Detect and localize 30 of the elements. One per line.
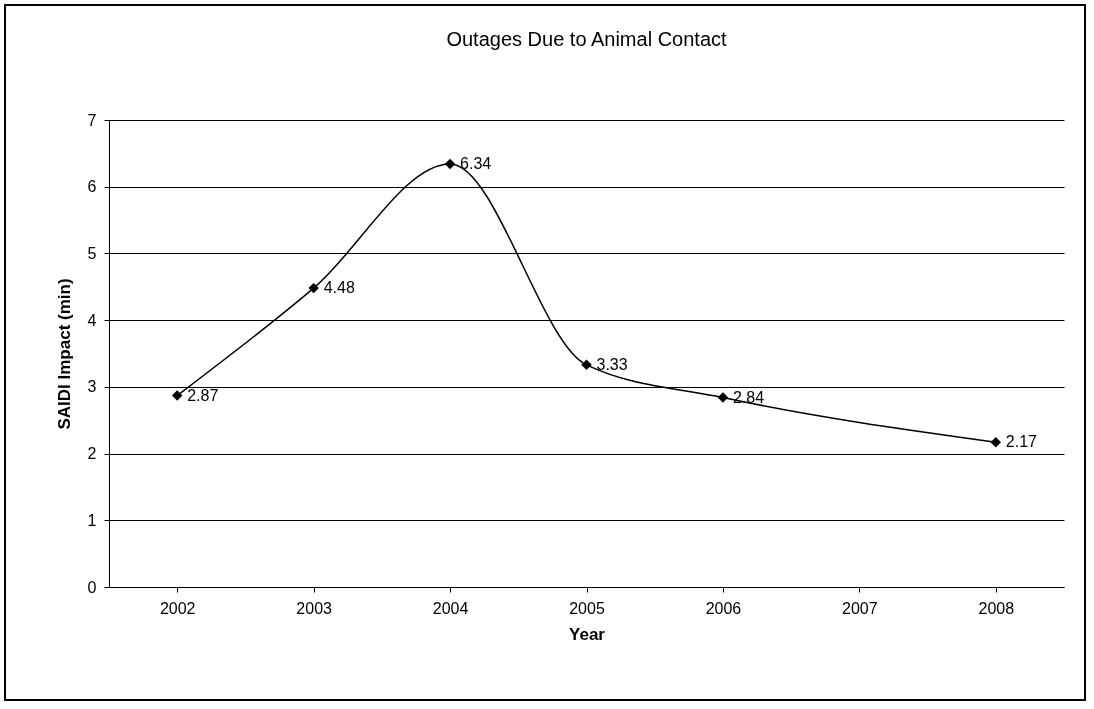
y-tick-label: 3 <box>87 378 97 396</box>
x-tick-label: 2006 <box>705 599 742 617</box>
x-tick-label: 2004 <box>432 599 469 617</box>
y-tick-label: 4 <box>87 311 97 329</box>
x-tick-label: 2002 <box>159 599 196 617</box>
data-label: 6.34 <box>460 155 492 173</box>
x-tick-label: 2007 <box>842 599 878 617</box>
point <box>717 392 729 403</box>
data-label: 2.87 <box>187 386 219 404</box>
data-label: 4.48 <box>323 279 355 297</box>
point <box>444 158 456 170</box>
y-tick-label: 2 <box>87 445 97 463</box>
data-label: 3.33 <box>596 355 628 373</box>
y-tick-label: 0 <box>87 578 97 596</box>
x-tick-label: 2003 <box>296 599 333 617</box>
data-label: 2.17 <box>1005 433 1038 451</box>
x-tick-label: 2008 <box>978 599 1015 617</box>
y-tick-label: 7 <box>87 111 97 129</box>
y-tick-label: 1 <box>87 511 97 529</box>
y-tick-label: 6 <box>87 178 97 196</box>
point <box>990 436 1002 448</box>
x-axis-title: Year <box>569 624 606 644</box>
y-axis-title: SAIDI Impact (min) <box>54 278 74 430</box>
x-tick-label: 2005 <box>569 599 605 617</box>
point <box>581 359 592 371</box>
point <box>308 282 319 294</box>
point <box>171 390 183 401</box>
data-label: 2.84 <box>732 388 765 406</box>
y-tick-label: 5 <box>87 244 97 262</box>
chart-title: Outages Due to Animal Contact <box>446 28 728 50</box>
